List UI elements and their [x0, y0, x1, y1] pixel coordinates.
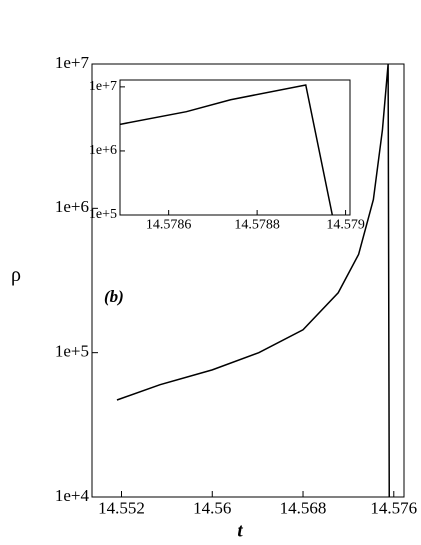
- y-tick-label: 1e+4: [55, 486, 90, 505]
- x-tick-label: 14.5788: [234, 218, 280, 233]
- y-tick-label: 1e+7: [55, 53, 90, 72]
- frame: [119, 79, 351, 216]
- annotation: (b): [104, 287, 124, 306]
- x-tick-label: 14.579: [326, 218, 365, 233]
- data-line: [120, 84, 334, 215]
- data-line: [116, 64, 390, 497]
- plot-area: [120, 80, 350, 215]
- frame: [91, 63, 405, 498]
- x-tick-label: 14.56: [193, 499, 231, 518]
- y-tick-label: 1e+5: [55, 342, 89, 361]
- x-tick-label: 14.568: [280, 499, 327, 518]
- x-tick-label: 14.552: [98, 499, 145, 518]
- y-tick-label: 1e+7: [89, 79, 117, 94]
- y-tick-label: 1e+6: [89, 143, 117, 158]
- y-axis-label: ρ: [11, 264, 21, 286]
- x-axis-label: t: [237, 520, 243, 541]
- x-tick-label: 14.5786: [146, 218, 192, 233]
- plot-1: 1e+5 1e+6 1e+7 14.5786 14.5788 14.579: [89, 79, 365, 233]
- y-tick-label: 1e+5: [89, 207, 117, 222]
- x-tick-label: 14.576: [370, 499, 417, 518]
- y-tick-label: 1e+6: [55, 197, 89, 216]
